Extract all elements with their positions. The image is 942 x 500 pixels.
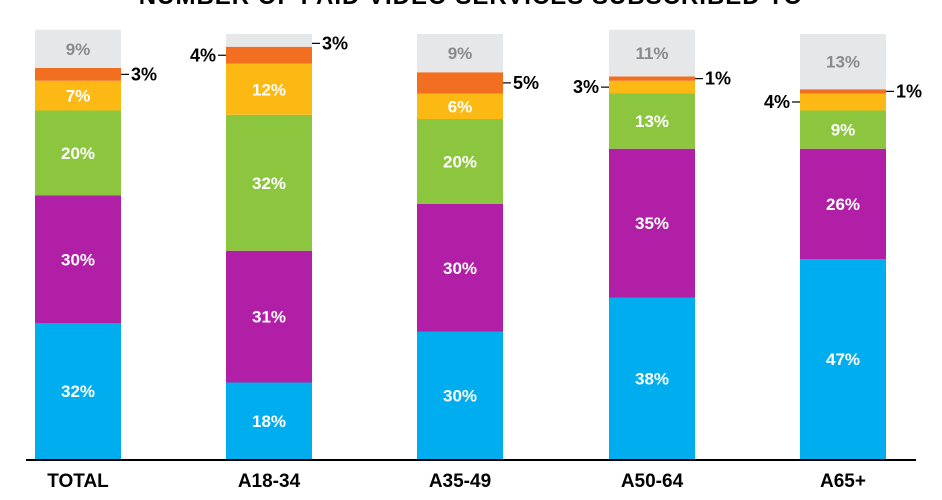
category-label: TOTAL	[47, 471, 109, 492]
data-label-outside: 1%	[705, 69, 731, 89]
data-label-outside: 3%	[322, 33, 348, 53]
bar-a65-segment-4	[800, 93, 886, 111]
data-label: 9%	[66, 40, 91, 59]
bar-a1834-segment-4	[226, 63, 312, 115]
data-label: 26%	[826, 195, 860, 214]
data-label: 20%	[443, 153, 477, 172]
bar-total-segment-5	[35, 68, 121, 81]
data-label: 18%	[252, 412, 286, 431]
data-label: 11%	[635, 44, 668, 63]
bar-a3549-segment-2	[417, 204, 503, 332]
bar-a65-segment-3	[800, 110, 886, 149]
data-label: 9%	[831, 121, 856, 140]
bar-a1834-segment-3	[226, 114, 312, 251]
data-label: 12%	[252, 80, 286, 99]
bars-group: 32% 30% 20% 7% 3% 9% TOTAL 18% 31% 32% 12% 4% 3% A18-…	[35, 29, 922, 492]
data-label: 7%	[66, 87, 91, 106]
bar-a3549-segment-3	[417, 119, 503, 204]
bar-a1834-segment-1	[226, 382, 312, 459]
chart-title: NUMBER OF PAID VIDEO SERVICES SUBSCRIBED…	[139, 0, 803, 10]
data-label: 30%	[61, 250, 95, 269]
data-label: 35%	[635, 214, 669, 233]
data-label: 31%	[252, 308, 286, 327]
bar-a5064-segment-6	[609, 29, 695, 77]
data-label: 38%	[635, 369, 669, 388]
category-label: A18-34	[238, 471, 301, 492]
data-label: 6%	[448, 97, 473, 116]
data-label-outside: 4%	[190, 45, 216, 65]
data-label: 32%	[252, 174, 286, 193]
bar-a5064-segment-1	[609, 297, 695, 459]
category-label: A50-64	[621, 471, 684, 492]
bar-a5064-segment-2	[609, 148, 695, 298]
bar-a3549-segment-6	[417, 34, 503, 73]
category-label: A65+	[820, 471, 866, 492]
bar-total-segment-4	[35, 80, 121, 111]
bar-total-segment-3	[35, 110, 121, 196]
bar-a5064-segment-5	[609, 76, 695, 81]
bar-a3549-segment-1	[417, 331, 503, 459]
bar-a1834-segment-2	[226, 250, 312, 383]
data-label: 9%	[448, 44, 473, 63]
data-label: 30%	[443, 259, 477, 278]
bar-a1834-segment-6	[226, 34, 312, 47]
bar-a65-segment-2	[800, 148, 886, 260]
bar-a5064-segment-4	[609, 80, 695, 94]
bar-a3549-segment-4	[417, 93, 503, 119]
bar-a65-segment-6	[800, 34, 886, 90]
data-label: 20%	[61, 144, 95, 163]
bar-a3549-segment-5	[417, 72, 503, 94]
data-label-outside: 4%	[764, 92, 790, 112]
data-label: 13%	[826, 53, 860, 72]
data-label: 32%	[61, 382, 95, 401]
bar-total-segment-2	[35, 195, 121, 323]
data-label: 30%	[443, 386, 477, 405]
bar-a1834-segment-5	[226, 46, 312, 64]
bar-a65-segment-5	[800, 89, 886, 94]
bar-total-segment-1	[35, 323, 121, 459]
bar-total-segment-6	[35, 29, 121, 68]
data-label-outside: 3%	[131, 64, 157, 84]
data-label-outside: 1%	[896, 81, 922, 101]
data-label: 13%	[635, 112, 669, 131]
bar-a65-segment-1	[800, 259, 886, 459]
data-label-outside: 5%	[513, 73, 539, 93]
data-label-outside: 3%	[573, 77, 599, 97]
data-label: 47%	[826, 350, 860, 369]
category-label: A35-49	[429, 471, 491, 492]
bar-a5064-segment-3	[609, 93, 695, 149]
